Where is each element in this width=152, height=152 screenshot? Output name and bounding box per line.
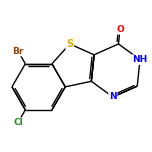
Text: S: S [66,39,73,49]
Text: NH: NH [132,55,148,64]
Text: O: O [116,25,124,34]
Text: Cl: Cl [13,118,23,127]
Text: Br: Br [12,47,24,56]
Text: N: N [109,92,117,102]
